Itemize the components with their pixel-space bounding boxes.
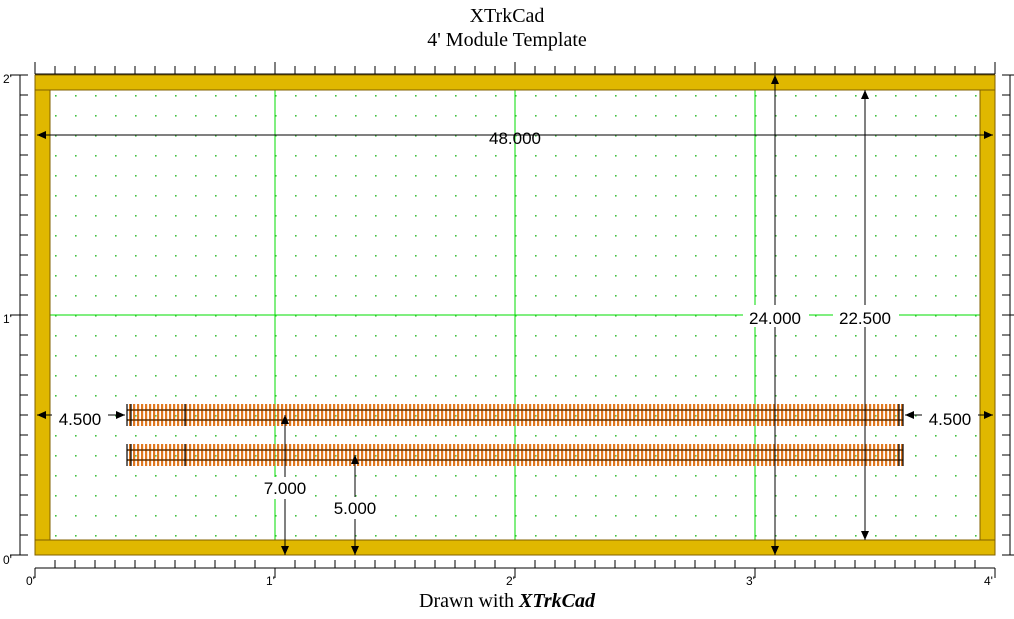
ruler-x-label-0: 0'	[26, 574, 35, 588]
dim-label-left-offset: 4.500	[59, 410, 102, 429]
footer-prefix: Drawn with	[419, 590, 515, 612]
dim-label-width: 48.000	[489, 129, 541, 148]
dim-label-track2-offset: 5.000	[334, 499, 377, 518]
ruler-x-label-3: 3'	[746, 574, 755, 588]
ruler-y-label-0: 0'	[3, 553, 12, 567]
track-2[interactable]	[126, 444, 904, 466]
app-title: XTrkCad	[469, 5, 545, 27]
frame-left[interactable]	[34, 89, 51, 541]
dimension-height-outer[interactable]: 24.000	[743, 75, 809, 555]
dimension-track1-offset[interactable]: 7.000	[255, 415, 315, 555]
dim-label-track1-offset: 7.000	[264, 479, 307, 498]
dim-label-height-outer: 24.000	[749, 309, 801, 328]
drawing-title: XTrkCad 4' Module Template	[0, 4, 1014, 52]
ruler-x-label-4: 4'	[984, 574, 993, 588]
track-1[interactable]	[126, 404, 904, 426]
ruler-left: 0' 1' 2'	[3, 72, 28, 567]
ruler-right	[1002, 74, 1014, 556]
drawn-with-footer: Drawn with XTrkCad	[0, 590, 1014, 613]
dim-label-right-offset: 4.500	[929, 410, 972, 429]
dimension-left-offset[interactable]: 4.500	[37, 407, 125, 429]
ruler-x-label-2: 2'	[506, 574, 515, 588]
frame-bottom[interactable]	[34, 539, 996, 556]
dimension-height-inner[interactable]: 22.500	[833, 90, 899, 540]
snap-grid-dots	[55, 95, 977, 537]
dimension-width[interactable]: 48.000	[37, 129, 993, 148]
ruler-top	[34, 62, 996, 75]
ruler-y-label-1: 1'	[3, 312, 12, 326]
dimension-right-offset[interactable]: 4.500	[905, 407, 993, 429]
frame-top[interactable]	[34, 74, 996, 91]
dim-label-height-inner: 22.500	[839, 309, 891, 328]
benchwork-frame[interactable]	[34, 74, 996, 556]
ruler-y-label-2: 2'	[3, 72, 12, 86]
ruler-x-label-1: 1'	[266, 574, 275, 588]
frame-right[interactable]	[979, 89, 996, 541]
dimension-track2-offset[interactable]: 5.000	[325, 455, 385, 555]
template-title: 4' Module Template	[427, 29, 587, 51]
footer-brand: XTrkCad	[519, 590, 595, 612]
ruler-bottom: 0' 1' 2' 3' 4'	[26, 560, 996, 588]
